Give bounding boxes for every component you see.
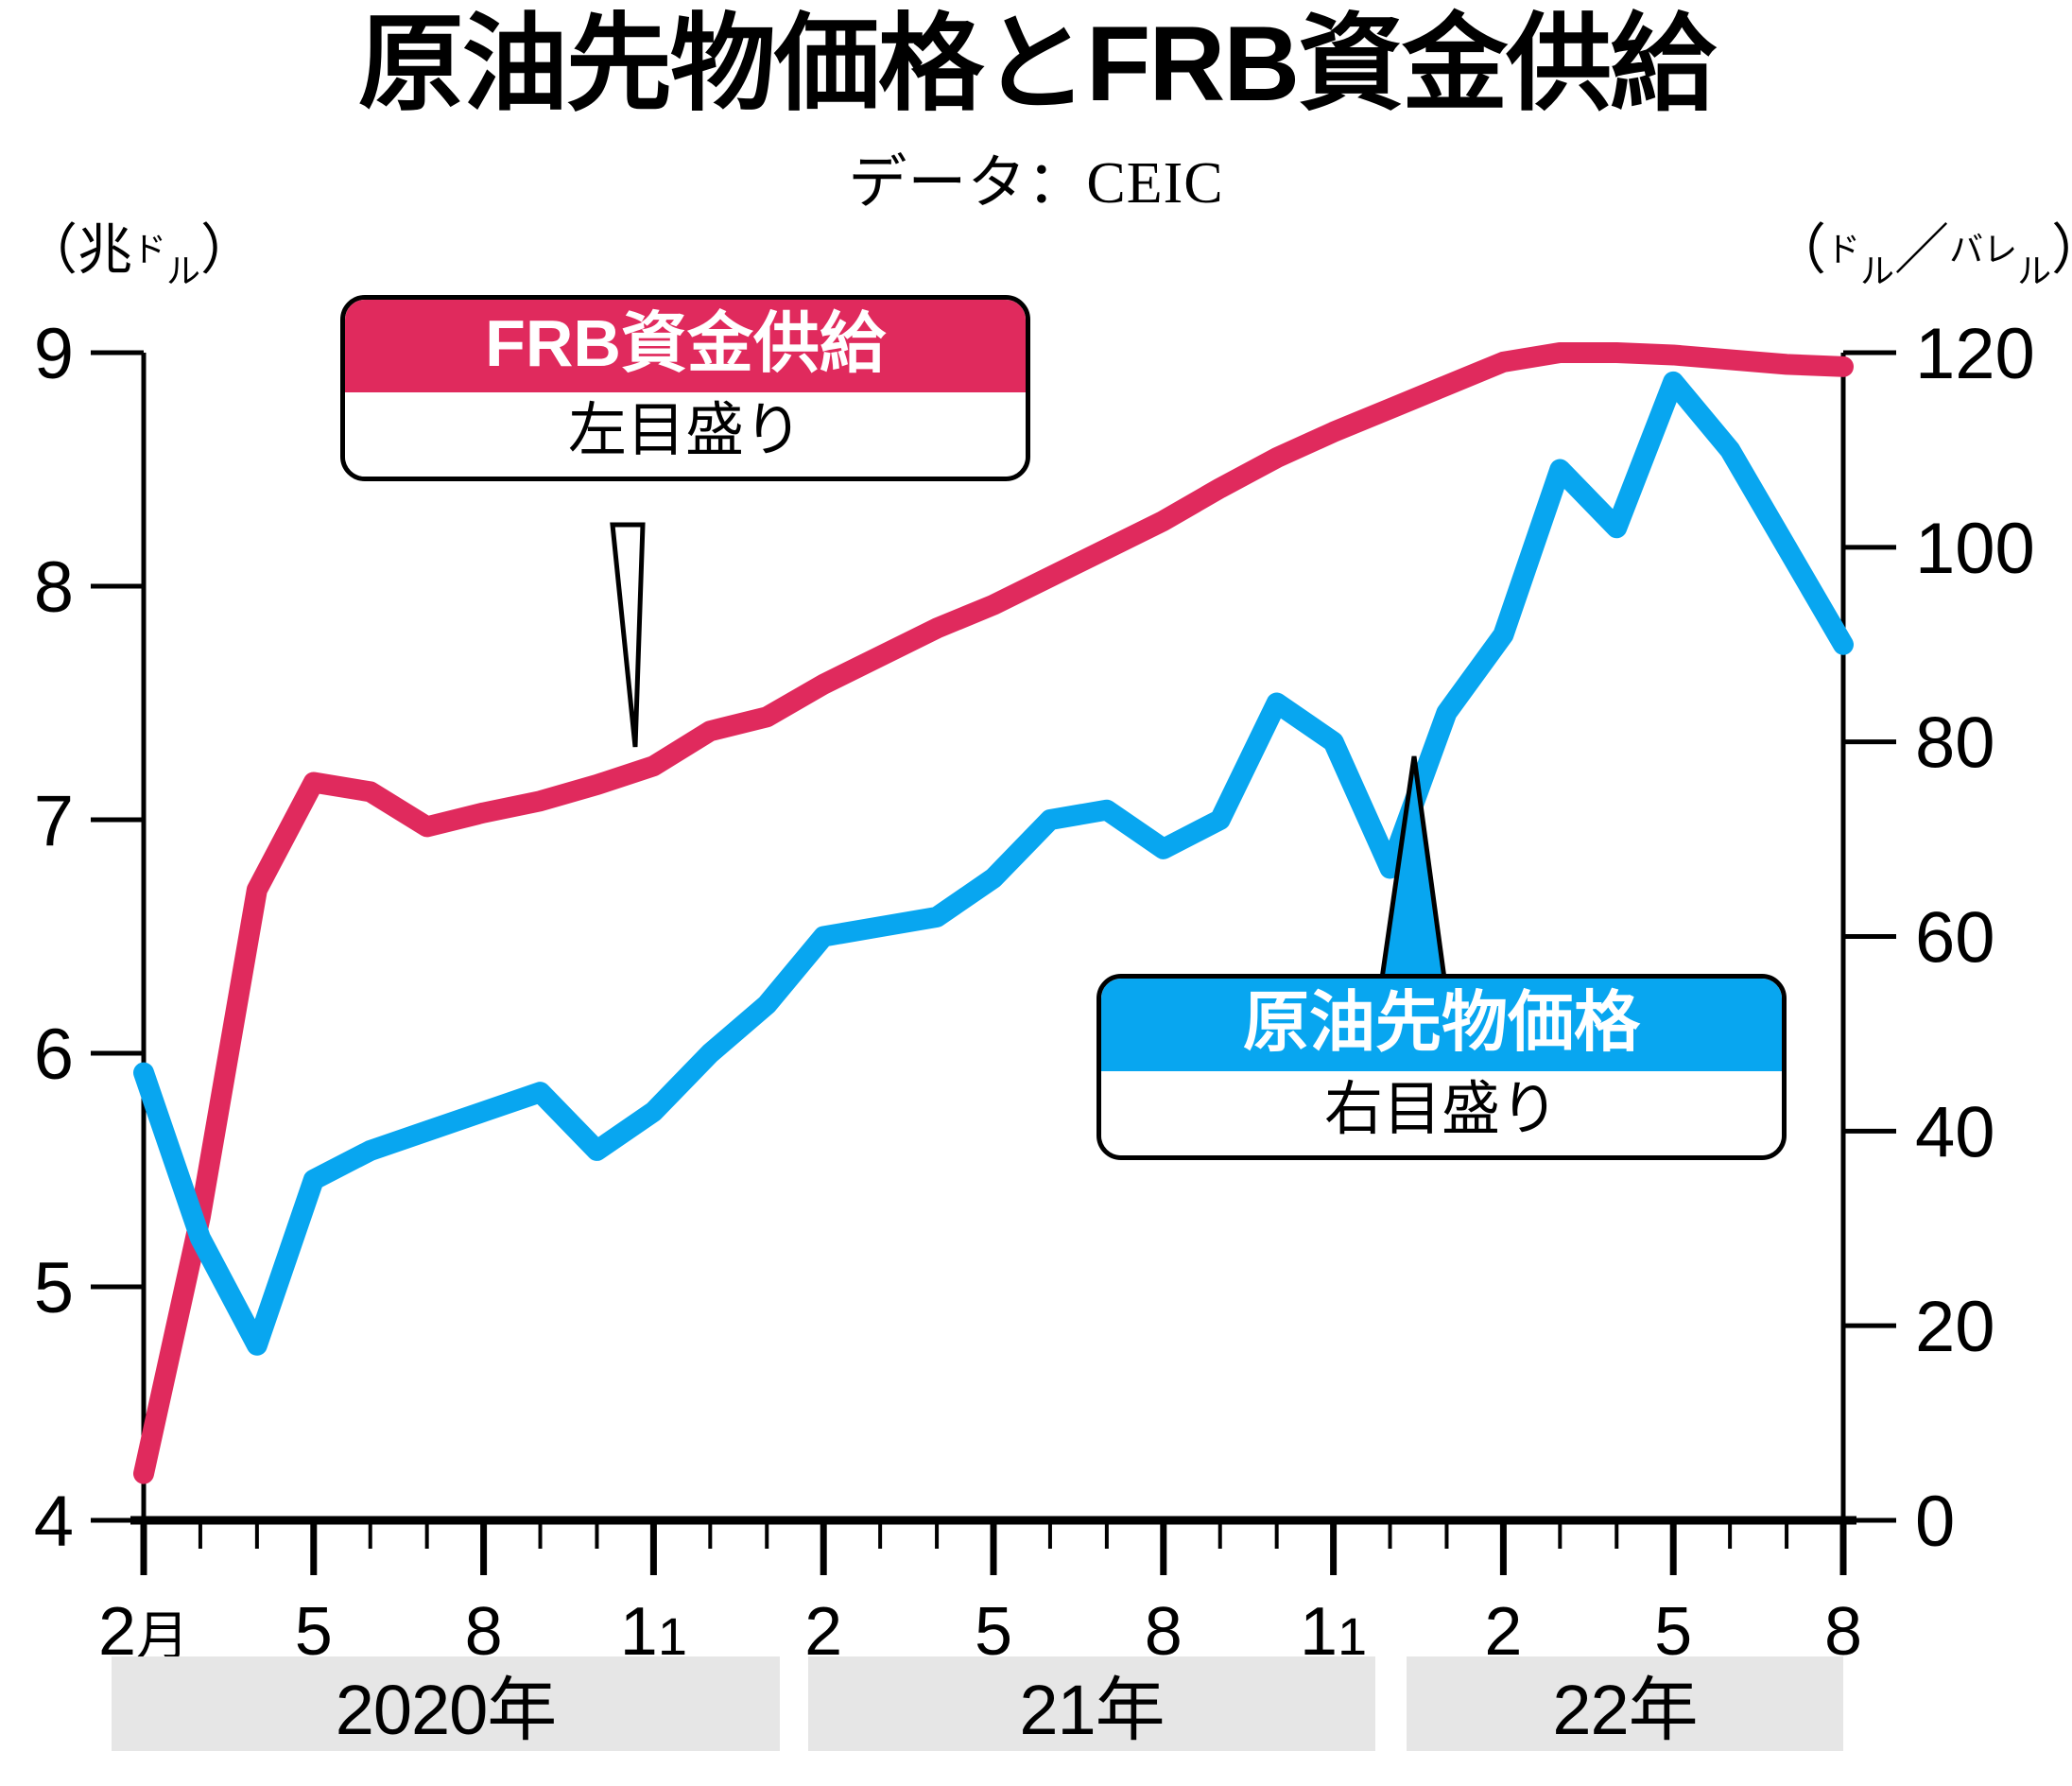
left-axis-tick-label: 6 <box>34 1014 74 1095</box>
left-axis-tick-label: 5 <box>34 1248 74 1328</box>
left-axis-tick-label: 4 <box>34 1482 74 1562</box>
right-axis-unit-ru1: ル <box>1860 251 1895 291</box>
right-axis-tick-label: 40 <box>1915 1092 1995 1172</box>
year-band-label: 2020年 <box>335 1670 558 1749</box>
left-axis-unit-ruby-top: ド <box>132 230 167 269</box>
year-band-2020: 2020年 <box>112 1656 780 1751</box>
left-axis-tick-label: 7 <box>34 781 74 861</box>
axis-frame <box>130 353 1856 1525</box>
year-band-22: 22年 <box>1407 1656 1843 1751</box>
legend-callout-scale: 左目盛り <box>345 391 1026 477</box>
series-line-crude-oil-futures-price <box>133 371 1854 1356</box>
right-axis-tick-label: 100 <box>1915 509 2035 589</box>
year-band-21: 21年 <box>808 1656 1375 1751</box>
legend-callout-title: FRB資金供給 <box>345 300 1026 392</box>
left-axis-ticks: 4 5 6 7 8 9 <box>34 314 144 1562</box>
chart-subtitle-source: データ：CEIC <box>848 151 1224 216</box>
right-axis-unit-d: ド <box>1826 230 1861 269</box>
chart-header: 原油先物価格とFRB資金供給 データ：CEIC <box>0 0 2072 219</box>
legend-callout-frb-money-supply[interactable]: FRB資金供給 左目盛り <box>340 295 1030 481</box>
series-lines <box>133 342 1854 1484</box>
series-line-frb-money-supply <box>133 342 1854 1484</box>
right-axis-unit-slash: ／ <box>1894 219 1950 281</box>
x-axis-ticks <box>140 1520 1847 1575</box>
left-axis-tick-label: 9 <box>34 314 74 394</box>
right-axis-unit-label: （ドル／バレル） <box>1771 223 2072 288</box>
right-axis-tick-label: 20 <box>1915 1287 1995 1367</box>
callout-pointer-frb <box>610 522 646 748</box>
right-axis-unit-close: ） <box>2051 219 2072 281</box>
right-axis-unit-ru2: ル <box>2017 251 2052 291</box>
right-axis-tick-label: 0 <box>1915 1482 1955 1562</box>
left-axis-unit-main: （兆 <box>23 219 133 281</box>
right-axis-tick-label: 80 <box>1915 703 1995 784</box>
page-title: 原油先物価格とFRB資金供給 <box>357 5 1716 123</box>
right-axis-unit-bare: バレ <box>1949 230 2018 269</box>
year-band-label: 22年 <box>1552 1670 1698 1749</box>
right-axis-unit-open: （ <box>1771 219 1827 281</box>
left-axis-unit-close: ） <box>200 219 256 281</box>
right-axis-ticks: 0 20 40 60 80 100 120 <box>1843 314 2035 1562</box>
legend-callout-scale: 右目盛り <box>1101 1070 1782 1155</box>
legend-callout-title: 原油先物価格 <box>1101 979 1782 1071</box>
right-axis-tick-label: 120 <box>1915 314 2035 394</box>
year-band-label: 21年 <box>1019 1670 1165 1749</box>
left-axis-tick-label: 8 <box>34 547 74 628</box>
right-axis-tick-label: 60 <box>1915 898 1995 979</box>
left-axis-unit-label: （兆ドル） <box>23 223 255 288</box>
legend-callout-crude-oil-futures-price[interactable]: 原油先物価格 右目盛り <box>1096 974 1787 1160</box>
left-axis-unit-ruby-bottom: ル <box>166 251 201 291</box>
